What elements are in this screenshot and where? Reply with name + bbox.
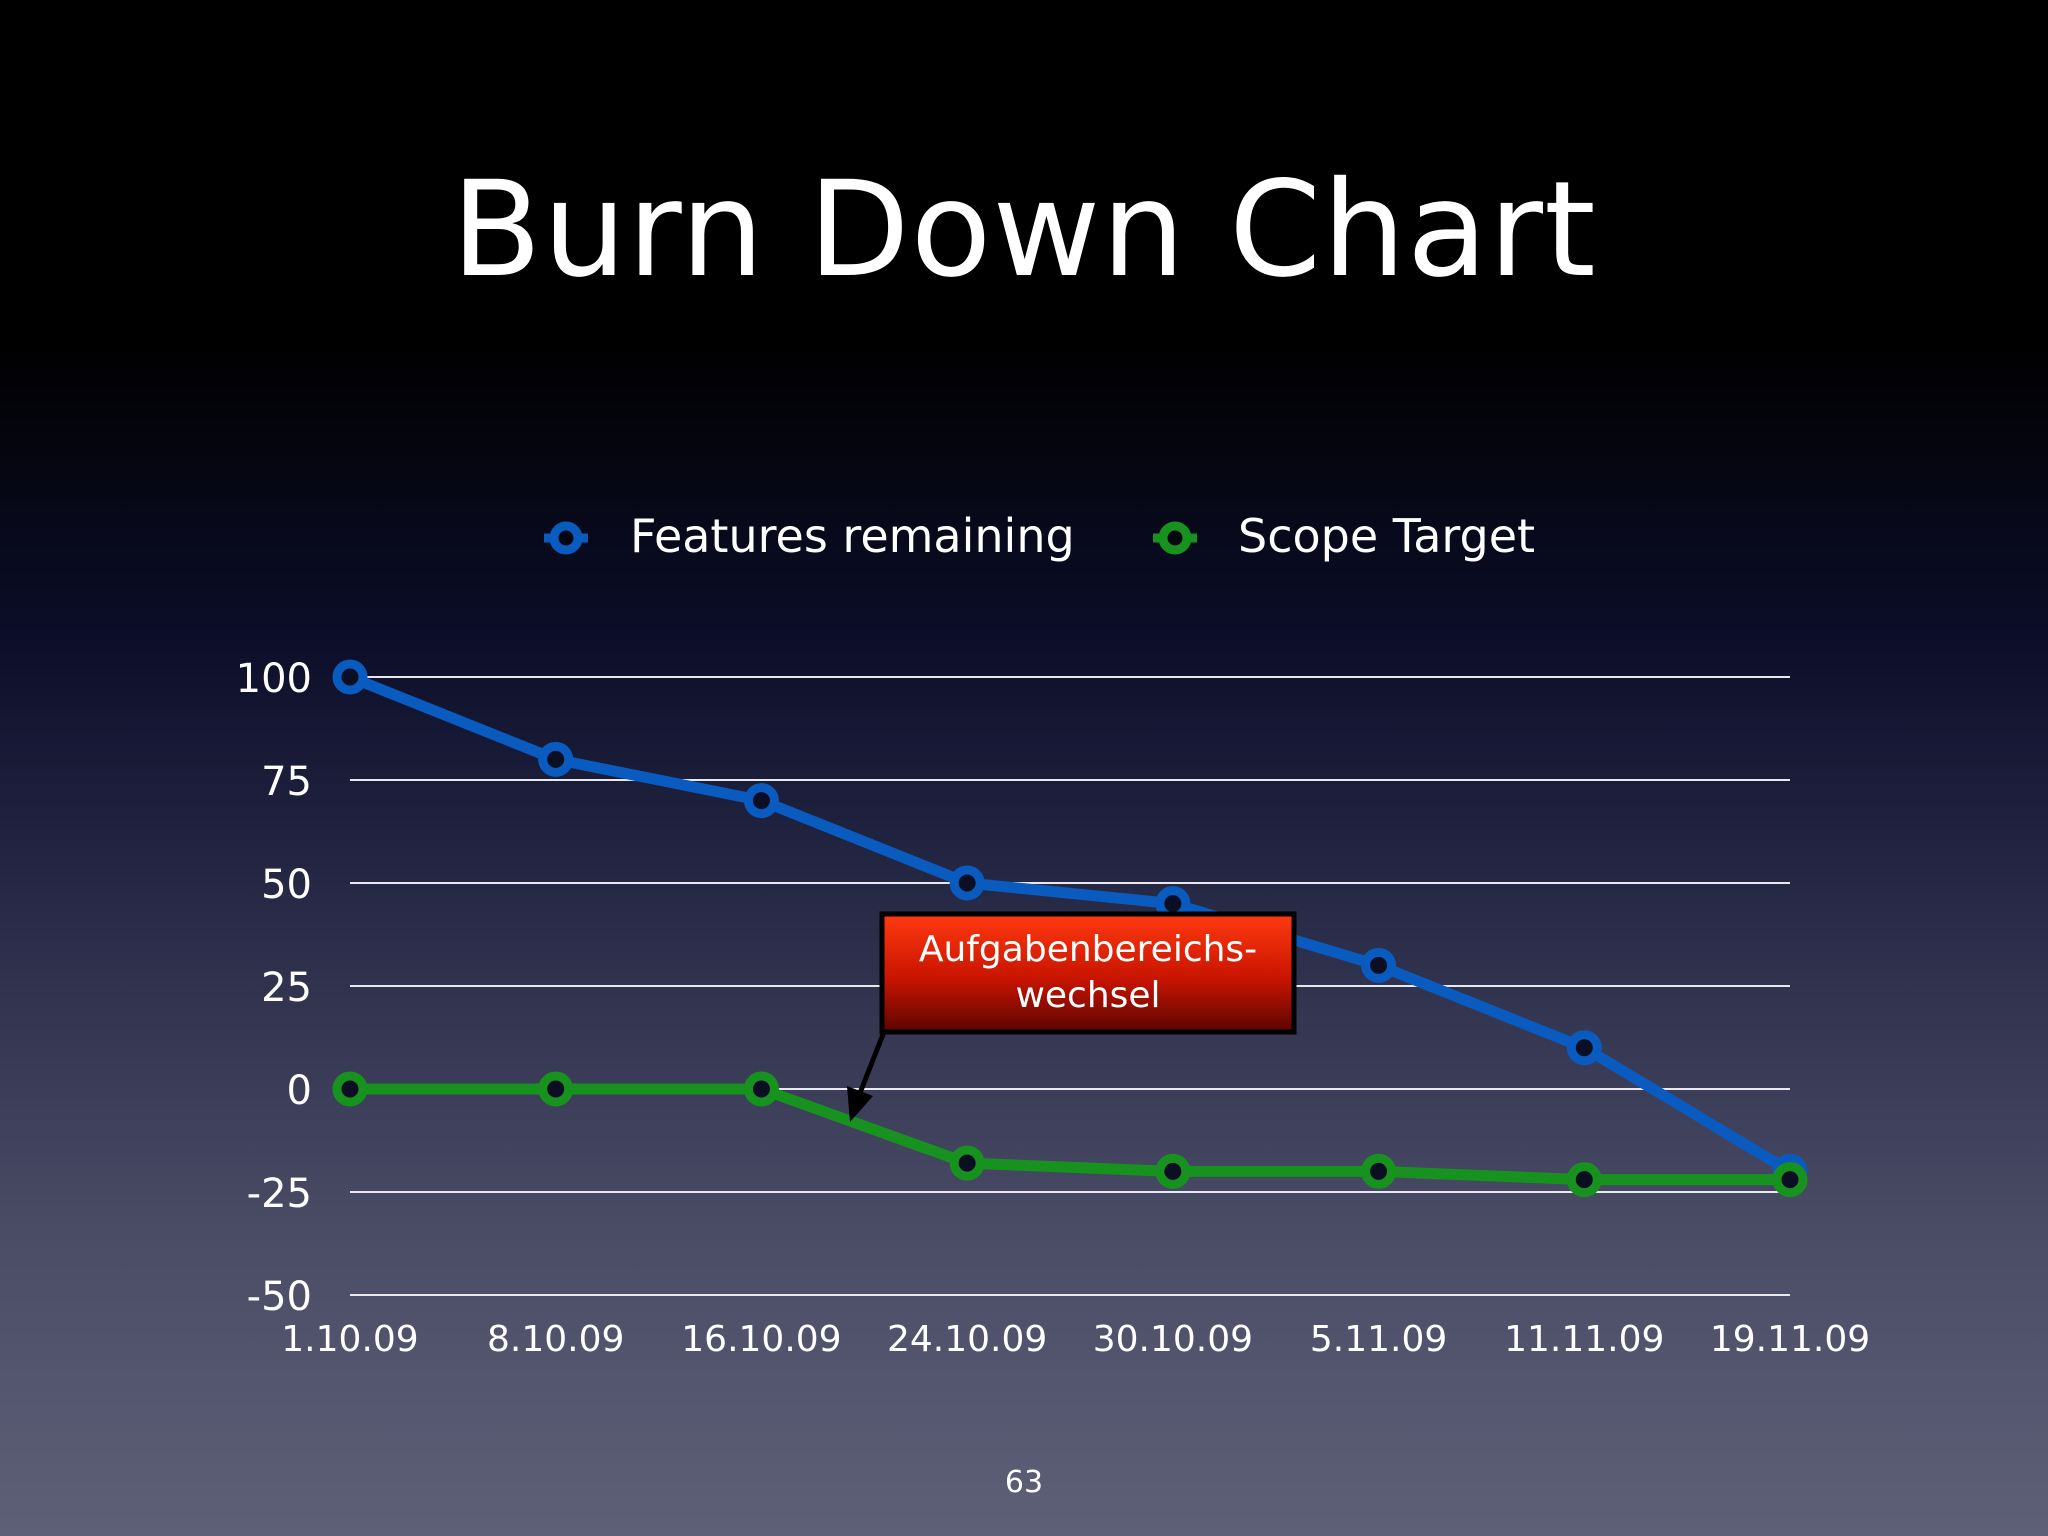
legend-marker [549, 521, 583, 555]
data-point [538, 1071, 574, 1107]
x-tick-label: 8.10.09 [487, 1319, 624, 1360]
callout-arrow-line [855, 1031, 887, 1099]
data-point [1772, 1162, 1808, 1198]
legend-label: Scope Target [1238, 509, 1535, 563]
legend: Features remaining Scope Target [544, 509, 1535, 563]
legend-label: Features remaining [630, 509, 1075, 563]
data-point [1566, 1030, 1602, 1066]
data-point [743, 783, 779, 819]
data-point [949, 1145, 985, 1181]
y-tick-label: -50 [247, 1274, 312, 1320]
callout-text: Aufgabenbereichs- [919, 929, 1257, 970]
data-point [1361, 947, 1397, 983]
x-tick-label: 19.11.09 [1710, 1319, 1870, 1360]
legend-marker [1158, 521, 1192, 555]
y-tick-label: 25 [261, 965, 312, 1011]
data-point [1566, 1162, 1602, 1198]
y-tick-label: 50 [261, 862, 312, 908]
x-tick-label: 11.11.09 [1504, 1319, 1664, 1360]
series-layer [332, 659, 1808, 1198]
x-tick-label: 30.10.09 [1093, 1319, 1253, 1360]
y-tick-label: 75 [261, 759, 312, 805]
data-point [332, 659, 368, 695]
x-tick-label: 24.10.09 [887, 1319, 1047, 1360]
page-number: 63 [1004, 1465, 1044, 1500]
data-point [332, 1071, 368, 1107]
series-line-1 [344, 671, 1796, 1177]
series-line-2 [344, 1083, 1796, 1186]
y-tick-label: -25 [247, 1171, 312, 1217]
x-axis-ticks: 1.10.09 8.10.09 16.10.09 24.10.09 30.10.09 5.… [281, 1319, 1870, 1360]
annotation-callout: Aufgabenbereichs-wechsel [847, 911, 1297, 1122]
slide-title: Burn Down Chart [451, 153, 1597, 307]
callout-text: wechsel [1015, 975, 1160, 1016]
y-tick-label: 0 [287, 1068, 312, 1114]
y-axis-ticks: 100 75 50 25 0 -25 -50 [236, 656, 312, 1320]
data-point [1361, 1153, 1397, 1189]
callout-box [879, 911, 1297, 1035]
x-tick-label: 1.10.09 [281, 1319, 418, 1360]
data-point [949, 865, 985, 901]
x-tick-label: 5.11.09 [1310, 1319, 1447, 1360]
data-point [1155, 1153, 1191, 1189]
y-tick-label: 100 [236, 656, 312, 702]
data-point [743, 1071, 779, 1107]
x-tick-label: 16.10.09 [681, 1319, 841, 1360]
callout-arrow-head [847, 1086, 873, 1122]
data-point [538, 741, 574, 777]
